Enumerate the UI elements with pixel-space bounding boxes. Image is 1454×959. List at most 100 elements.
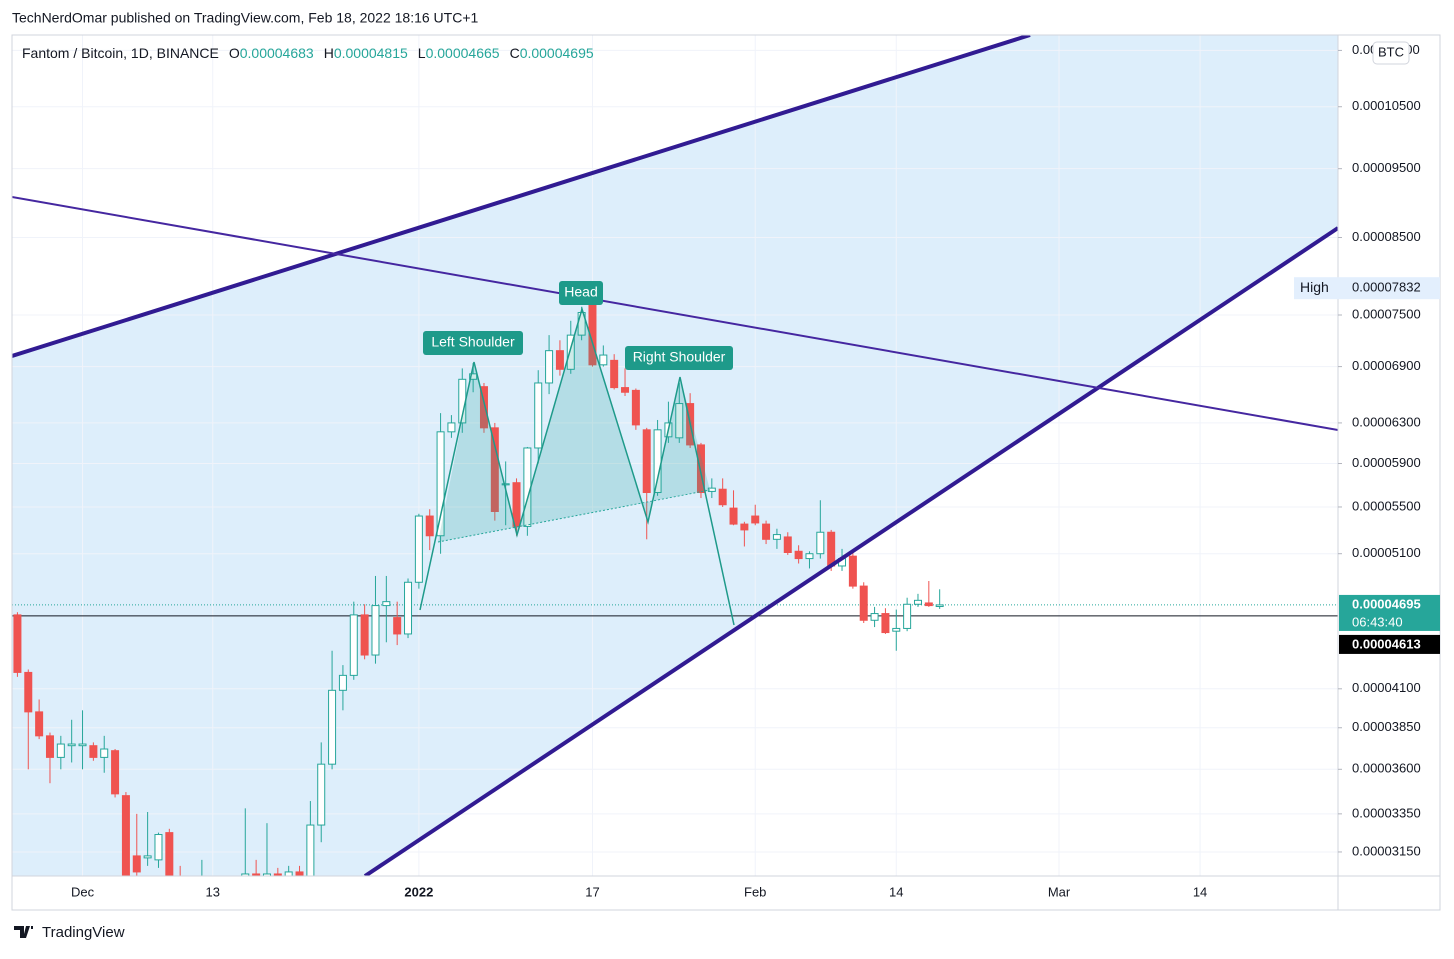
- candle-body: [751, 515, 760, 524]
- countdown-label: 06:43:40: [1352, 614, 1403, 629]
- candle-body: [610, 359, 619, 389]
- candle-body: [262, 873, 271, 876]
- candle-body: [718, 488, 727, 506]
- last-price-box: [1339, 594, 1440, 631]
- candle-body: [154, 834, 163, 861]
- candle-body: [469, 373, 478, 380]
- legend-item: 0.00004815: [334, 45, 408, 61]
- candle-body: [78, 743, 87, 747]
- candle-body: [621, 387, 630, 393]
- candle-body: [414, 515, 423, 583]
- candle-body: [805, 553, 814, 560]
- legend-item: C: [510, 45, 520, 61]
- candle-body: [111, 750, 120, 795]
- candle-body: [306, 824, 315, 876]
- chart-frame: [11, 34, 1441, 911]
- candle-body: [599, 354, 608, 366]
- candle-body: [642, 429, 651, 494]
- candle-body: [100, 748, 109, 758]
- footer: TradingView: [14, 924, 125, 941]
- candle-body: [870, 613, 879, 621]
- candle-body: [783, 536, 792, 553]
- x-tick-label: 2022: [404, 884, 433, 899]
- x-tick-label: Dec: [71, 884, 95, 899]
- x-tick-label: 14: [889, 884, 903, 899]
- y-tick-label: 0.00005100: [1352, 545, 1421, 560]
- horizontal-line-box: [1339, 634, 1440, 654]
- candle-body: [892, 627, 901, 632]
- y-tick-label: 0.00003150: [1352, 843, 1421, 858]
- y-tick-label: 0.00009500: [1352, 160, 1421, 175]
- candle-body: [13, 614, 22, 673]
- candle-body: [848, 555, 857, 587]
- y-tick-label: 0.00007500: [1352, 306, 1421, 321]
- channel-fill: [12, 35, 1338, 876]
- currency-badge: [1372, 41, 1410, 65]
- axis-layer: 0.000115000.000105000.000095000.00008500…: [71, 41, 1440, 899]
- candle-body: [360, 614, 369, 656]
- candle-body: [56, 743, 65, 758]
- channel-upper-line: [12, 35, 1031, 358]
- candle-body: [772, 534, 781, 540]
- high-marker-box: [1294, 277, 1440, 300]
- pattern-label: Right Shoulder: [633, 349, 726, 365]
- candle-body: [317, 763, 326, 826]
- y-tick-label: 0.00005500: [1352, 498, 1421, 513]
- legend-item: H: [324, 45, 334, 61]
- candle-body: [479, 386, 488, 429]
- y-tick-label: 0.00003350: [1352, 805, 1421, 820]
- candle-body: [295, 871, 304, 876]
- candle-body: [827, 531, 836, 567]
- label-box: [625, 346, 733, 370]
- candle-body: [566, 334, 575, 370]
- y-tick-label: 0.00006900: [1352, 358, 1421, 373]
- pattern-label: Left Shoulder: [431, 334, 515, 350]
- candle-body: [35, 711, 44, 737]
- candle-body: [24, 671, 33, 713]
- legend: Fantom / Bitcoin, 1D, BINANCE O0.00004683…: [22, 45, 594, 61]
- candle-body: [675, 403, 684, 439]
- x-tick-label: Feb: [744, 884, 766, 899]
- candle-body: [512, 482, 521, 527]
- levels-layer: [12, 604, 1338, 617]
- candle-body: [121, 795, 130, 876]
- candle-body: [371, 605, 380, 656]
- channel-fill-layer: [12, 35, 1338, 876]
- candle-body: [45, 735, 54, 758]
- label-box: [559, 281, 603, 305]
- candle-body: [165, 832, 174, 876]
- candle-body: [252, 873, 261, 876]
- candle-body: [707, 487, 716, 492]
- last-price-label: 0.00004695: [1352, 596, 1421, 611]
- drawings-layer: [12, 35, 1338, 876]
- horizontal-line-label: 0.00004613: [1352, 636, 1421, 651]
- x-tick-label: 17: [585, 884, 599, 899]
- x-tick-label: Mar: [1048, 884, 1071, 899]
- y-tick-label: 0.00005900: [1352, 455, 1421, 470]
- trend-line: [12, 196, 1338, 431]
- label-box: [423, 331, 523, 355]
- candle-body: [545, 350, 554, 384]
- candle-body: [794, 550, 803, 560]
- candle-body: [501, 483, 510, 486]
- legend-item: 0.00004695: [520, 45, 594, 61]
- candle-body: [241, 873, 250, 876]
- candle-body: [859, 585, 868, 621]
- legend-layer: Fantom / Bitcoin, 1D, BINANCE O0.00004683…: [22, 45, 594, 61]
- y-tick-label: 0.00003850: [1352, 719, 1421, 734]
- legend-item: Fantom / Bitcoin, 1D, BINANCE: [22, 45, 219, 61]
- y-tick-label: 0.00008500: [1352, 229, 1421, 244]
- candle-body: [631, 389, 640, 426]
- candle-body: [881, 613, 890, 634]
- candle-body: [555, 350, 564, 370]
- candle-body: [382, 601, 391, 607]
- legend-item: O: [229, 45, 240, 61]
- pattern-line: [419, 306, 735, 626]
- legend-item: 0.00004665: [426, 45, 500, 61]
- y-tick-label: 0.00003600: [1352, 761, 1421, 776]
- candle-body: [328, 689, 337, 765]
- legend-item: 0.00004683: [240, 45, 314, 61]
- candle-body: [696, 444, 705, 494]
